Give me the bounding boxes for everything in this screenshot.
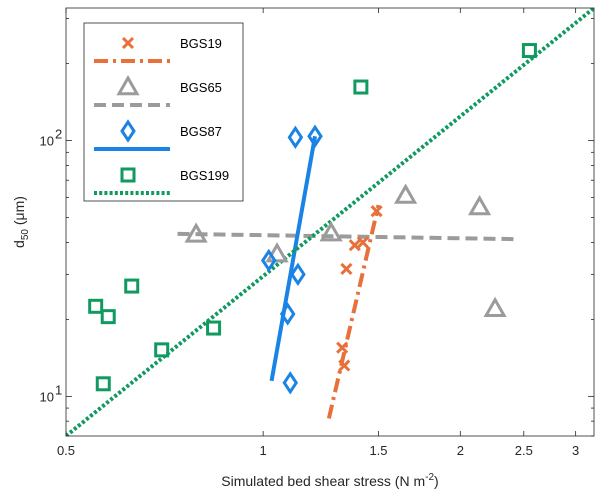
bgs65-point-1 bbox=[184, 222, 208, 243]
bgs199-point-1 bbox=[88, 298, 104, 314]
bgs87-point-3 bbox=[282, 371, 299, 395]
legend-bgs19-label: BGS19 bbox=[180, 36, 222, 51]
bgs19-point-6 bbox=[370, 205, 383, 218]
bgs65-point-6 bbox=[483, 296, 507, 318]
bgs65-point-3 bbox=[319, 221, 343, 242]
bgs199-point-8 bbox=[521, 43, 537, 59]
legend-bgs65-label: BGS65 bbox=[180, 80, 222, 95]
bgs19-point-2 bbox=[338, 359, 351, 372]
bgs199-point-5 bbox=[154, 342, 170, 358]
x-tick-label: 2.5 bbox=[515, 443, 533, 458]
fit-lines bbox=[66, 8, 594, 436]
bgs199-point-3 bbox=[100, 309, 116, 325]
bgs87-point-2 bbox=[279, 302, 296, 326]
bgs87-fit-line bbox=[269, 135, 317, 382]
x-tick-label: 2 bbox=[457, 443, 464, 458]
x-tick-label: 3 bbox=[572, 443, 579, 458]
x-axis-label-close: ) bbox=[434, 473, 439, 489]
x-axis-ticks: 0.5 1 1.5 2 2.5 3 bbox=[57, 8, 579, 458]
bgs199-point-6 bbox=[206, 320, 222, 336]
x-tick-label: 1 bbox=[260, 443, 267, 458]
plot-frame bbox=[65, 7, 595, 437]
bgs199-fit-line bbox=[66, 8, 594, 436]
bgs19-point-5 bbox=[356, 236, 369, 249]
y-axis-label-unit: (μm) bbox=[11, 196, 27, 229]
legend-bgs199-marker bbox=[120, 167, 136, 183]
legend-bgs87-marker bbox=[120, 119, 136, 143]
bgs199-point-2 bbox=[95, 376, 111, 392]
bgs87-point-5 bbox=[290, 262, 306, 287]
bgs199-point-4 bbox=[124, 278, 140, 294]
bgs199-point-7 bbox=[353, 79, 369, 95]
bgs65-fit-line bbox=[177, 231, 515, 242]
bgs19-point-3 bbox=[340, 262, 353, 275]
legend-bgs19-marker bbox=[121, 36, 135, 50]
bgs87-point-6 bbox=[307, 124, 323, 148]
x-axis-label-exponent: -2 bbox=[425, 472, 434, 483]
y-tick-exponent: 1 bbox=[55, 382, 62, 397]
y-tick-exponent: 2 bbox=[55, 127, 62, 142]
data-points bbox=[88, 43, 537, 395]
bgs65-point-2 bbox=[265, 242, 289, 263]
legend-bgs199-label: BGS199 bbox=[180, 168, 229, 183]
x-axis-label: Simulated bed shear stress (N m-2) bbox=[221, 472, 438, 489]
bgs87-point-4 bbox=[287, 125, 304, 150]
x-tick-label: 0.5 bbox=[57, 443, 75, 458]
legend-box bbox=[83, 22, 244, 202]
legend: BGS19 BGS65 BGS87 BGS199 bbox=[83, 22, 244, 202]
y-tick-label: 10 bbox=[40, 389, 54, 404]
x-tick-label: 1.5 bbox=[369, 443, 387, 458]
y-axis-label-subscript: 50 bbox=[20, 229, 31, 241]
bgs19-fit-line bbox=[326, 204, 381, 419]
bgs65-point-4 bbox=[394, 183, 418, 204]
legend-bgs65-marker bbox=[116, 74, 140, 96]
y-tick-label: 10 bbox=[40, 134, 54, 149]
bgs19-point-4 bbox=[348, 239, 361, 252]
bgs87-point-1 bbox=[260, 248, 277, 273]
legend-bgs87-label: BGS87 bbox=[180, 124, 222, 139]
bgs65-point-5 bbox=[467, 194, 492, 216]
y-axis-label: d50 (μm) bbox=[11, 196, 31, 248]
bgs19-point-1 bbox=[336, 341, 349, 354]
